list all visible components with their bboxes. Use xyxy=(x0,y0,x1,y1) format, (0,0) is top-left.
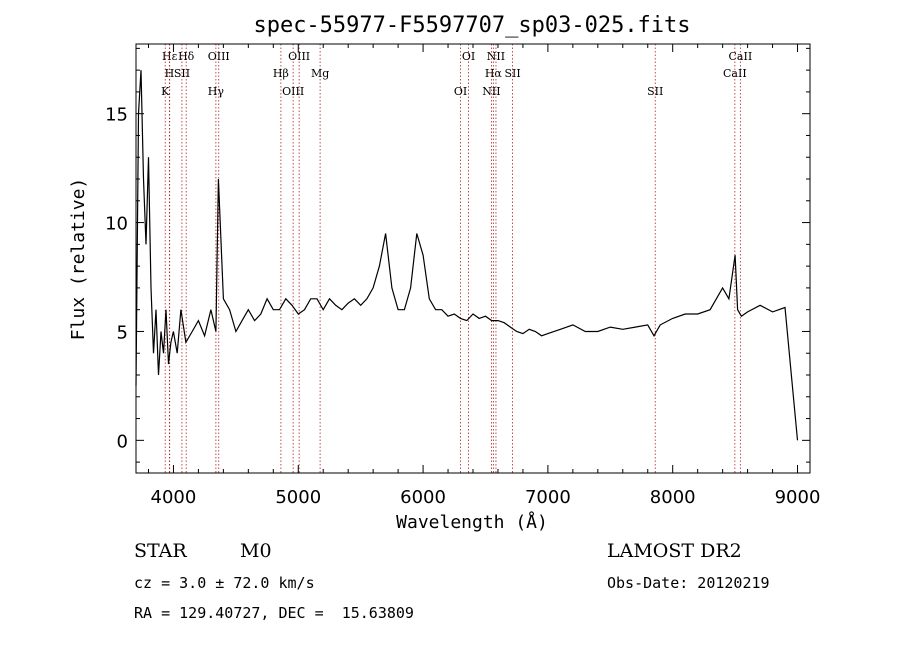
object-subclass: M0 xyxy=(240,540,272,562)
y-tick-label: 10 xyxy=(105,214,128,235)
marker-label: NII xyxy=(482,85,500,98)
y-axis: 0 5 10 15 xyxy=(105,47,810,463)
marker-label: Hβ xyxy=(273,67,289,80)
marker-label: K xyxy=(161,85,170,98)
obs-date-text: Obs-Date: 20120219 xyxy=(607,574,770,592)
marker-label: Hδ xyxy=(178,50,195,63)
marker-label: OI xyxy=(462,50,475,63)
x-tick-label: 5000 xyxy=(275,487,321,508)
x-tick-label: 9000 xyxy=(775,487,821,508)
x-tick-label: 4000 xyxy=(151,487,197,508)
marker-label: Mg xyxy=(311,67,329,80)
marker-label: OIII xyxy=(288,50,310,63)
marker-label: OIII xyxy=(282,85,304,98)
marker-label: H xyxy=(165,67,175,80)
marker-label: CaII xyxy=(723,67,747,80)
marker-label: Hγ xyxy=(208,85,225,98)
chart-title: spec-55977-F5597707_sp03-025.fits xyxy=(253,13,690,38)
y-tick-label: 15 xyxy=(105,105,128,126)
marker-label: Hε xyxy=(162,50,178,63)
emission-line-markers: HεHKHδSIIHγOIIIHβOIIIOIIIMgOIOIHαNIINIIS… xyxy=(161,44,752,473)
y-axis-label: Flux (relative) xyxy=(68,178,89,341)
spectrum-line xyxy=(135,70,799,441)
x-axis-label: Wavelength (Å) xyxy=(396,511,548,533)
marker-label: SII xyxy=(504,67,520,80)
x-tick-label: 8000 xyxy=(650,487,696,508)
redshift-text: cz = 3.0 ± 72.0 km/s xyxy=(134,574,315,592)
spectrum-series xyxy=(135,70,799,441)
object-class: STAR xyxy=(134,540,187,562)
x-axis: 4000 5000 6000 7000 8000 9000 xyxy=(147,44,821,508)
coordinates-text: RA = 129.40727, DEC = 15.63809 xyxy=(134,604,414,622)
y-tick-label: 5 xyxy=(117,322,128,343)
marker-label: Hα xyxy=(485,67,503,80)
marker-label: NII xyxy=(487,50,505,63)
marker-label: OI xyxy=(454,85,467,98)
marker-label: SII xyxy=(174,67,190,80)
survey-name: LAMOST DR2 xyxy=(607,540,742,562)
x-tick-label: 7000 xyxy=(525,487,571,508)
marker-label: SII xyxy=(647,85,663,98)
y-tick-label: 0 xyxy=(117,431,128,452)
marker-label: OIII xyxy=(208,50,230,63)
marker-label: CaII xyxy=(729,50,753,63)
x-tick-label: 6000 xyxy=(400,487,446,508)
plot-frame xyxy=(135,43,811,474)
